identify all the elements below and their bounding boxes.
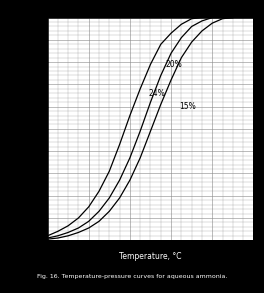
Text: Fig. 16. Temperature-pressure curves for aqueous ammonia.: Fig. 16. Temperature-pressure curves for… (37, 274, 227, 279)
Text: 20%: 20% (166, 59, 183, 69)
Text: Temperature, °С: Temperature, °С (119, 252, 182, 261)
Y-axis label: Pressure, atm.: Pressure, atm. (14, 101, 23, 156)
Text: 15%: 15% (179, 102, 196, 111)
Text: 24%: 24% (148, 88, 165, 98)
